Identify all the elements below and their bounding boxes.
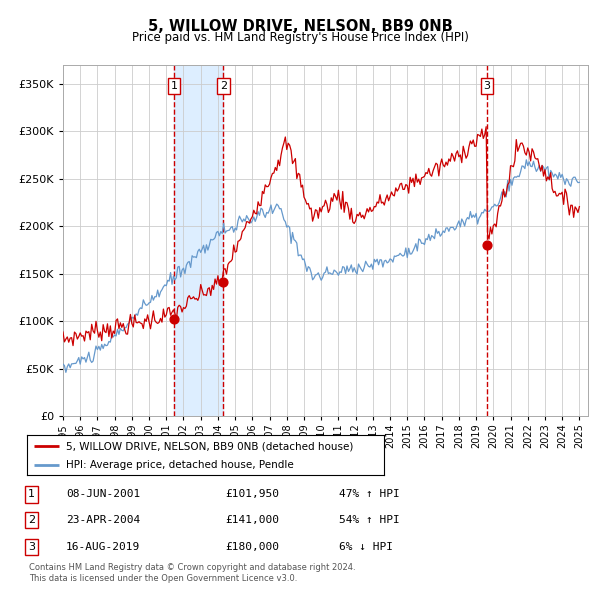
Text: Price paid vs. HM Land Registry's House Price Index (HPI): Price paid vs. HM Land Registry's House … [131,31,469,44]
Text: 5, WILLOW DRIVE, NELSON, BB9 0NB: 5, WILLOW DRIVE, NELSON, BB9 0NB [148,19,452,34]
Bar [174,65,223,416]
Text: Contains HM Land Registry data © Crown copyright and database right 2024.: Contains HM Land Registry data © Crown c… [29,563,355,572]
Point [218,277,228,287]
Text: 3: 3 [28,542,35,552]
Text: 6% ↓ HPI: 6% ↓ HPI [339,542,393,552]
Text: 47% ↑ HPI: 47% ↑ HPI [339,490,400,499]
Text: £101,950: £101,950 [225,490,279,499]
Text: 1: 1 [28,490,35,499]
Text: HPI: Average price, detached house, Pendle: HPI: Average price, detached house, Pend… [66,460,294,470]
Text: 54% ↑ HPI: 54% ↑ HPI [339,516,400,525]
Text: 1: 1 [170,81,178,91]
Text: 5, WILLOW DRIVE, NELSON, BB9 0NB (detached house): 5, WILLOW DRIVE, NELSON, BB9 0NB (detach… [66,441,353,451]
Text: 3: 3 [483,81,490,91]
Text: 08-JUN-2001: 08-JUN-2001 [66,490,140,499]
Text: 2: 2 [220,81,227,91]
Text: 23-APR-2004: 23-APR-2004 [66,516,140,525]
Text: £141,000: £141,000 [225,516,279,525]
Text: This data is licensed under the Open Government Licence v3.0.: This data is licensed under the Open Gov… [29,574,297,583]
Text: £180,000: £180,000 [225,542,279,552]
Text: 2: 2 [28,516,35,525]
Text: 16-AUG-2019: 16-AUG-2019 [66,542,140,552]
Point [482,241,491,250]
Point [169,314,179,324]
